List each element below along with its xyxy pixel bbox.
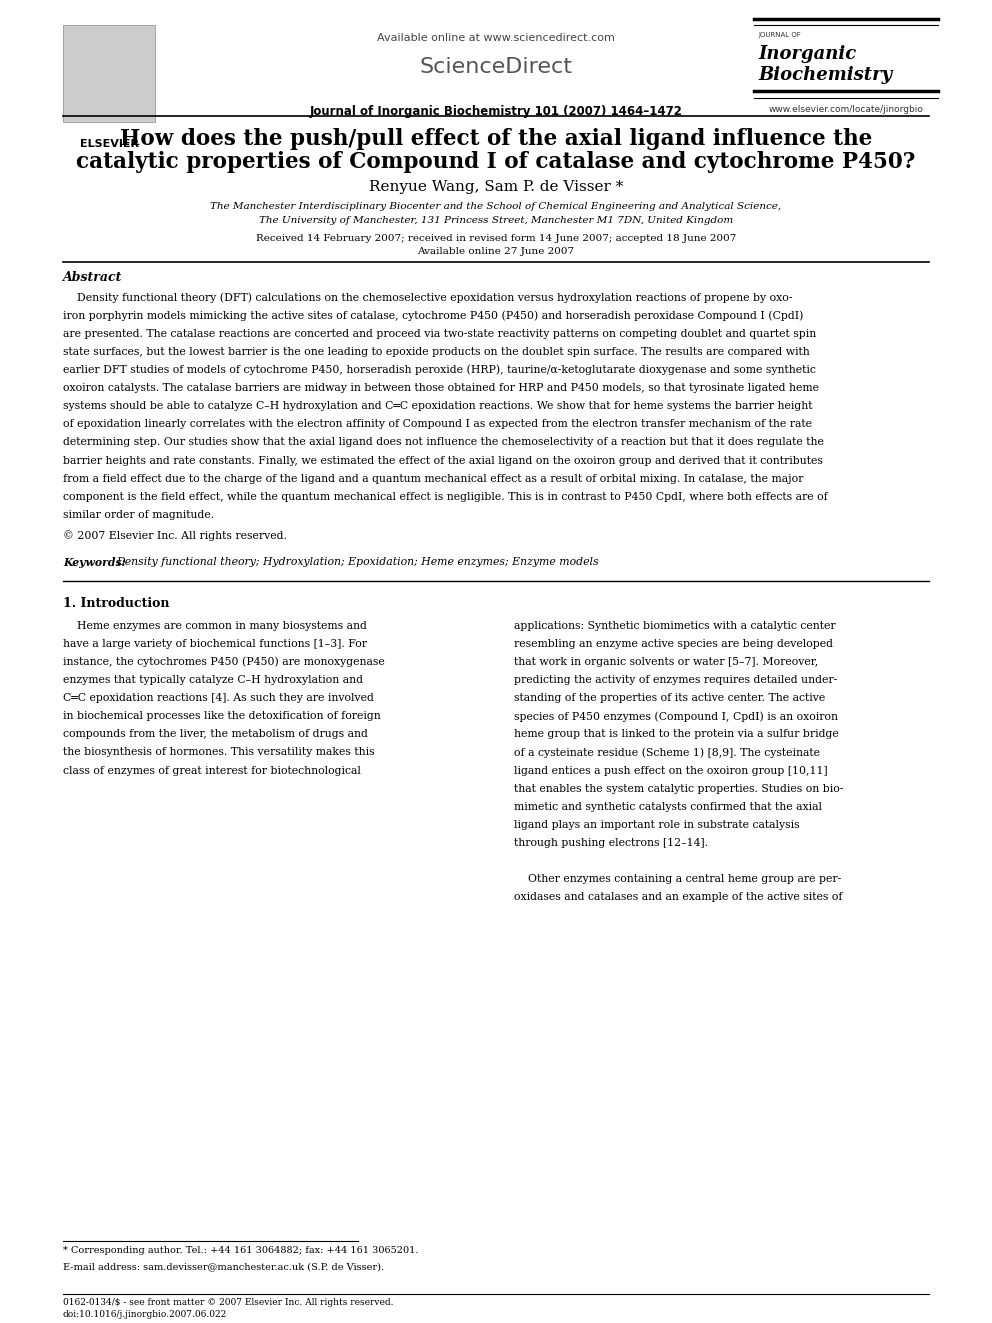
Text: earlier DFT studies of models of cytochrome P450, horseradish peroxide (HRP), ta: earlier DFT studies of models of cytochr… (62, 365, 815, 376)
Text: * Corresponding author. Tel.: +44 161 3064882; fax: +44 161 3065201.: * Corresponding author. Tel.: +44 161 30… (62, 1246, 419, 1256)
Text: ELSEVIER: ELSEVIER (79, 139, 139, 149)
Text: determining step. Our studies show that the axial ligand does not influence the : determining step. Our studies show that … (62, 438, 823, 447)
Text: Available online at www.sciencedirect.com: Available online at www.sciencedirect.co… (377, 33, 615, 44)
Text: mimetic and synthetic catalysts confirmed that the axial: mimetic and synthetic catalysts confirme… (515, 802, 822, 812)
Text: species of P450 enzymes (Compound I, CpdI) is an oxoiron: species of P450 enzymes (Compound I, Cpd… (515, 712, 838, 722)
Text: Renyue Wang, Sam P. de Visser *: Renyue Wang, Sam P. de Visser * (369, 180, 623, 194)
Text: ScienceDirect: ScienceDirect (420, 57, 572, 77)
Text: JOURNAL OF: JOURNAL OF (759, 32, 802, 38)
Text: catalytic properties of Compound I of catalase and cytochrome P450?: catalytic properties of Compound I of ca… (76, 151, 916, 173)
Text: the biosynthesis of hormones. This versatility makes this: the biosynthesis of hormones. This versa… (62, 747, 375, 758)
Text: in biochemical processes like the detoxification of foreign: in biochemical processes like the detoxi… (62, 712, 381, 721)
Text: that enables the system catalytic properties. Studies on bio-: that enables the system catalytic proper… (515, 783, 844, 794)
Text: state surfaces, but the lowest barrier is the one leading to epoxide products on: state surfaces, but the lowest barrier i… (62, 347, 809, 357)
Text: of a cysteinate residue (Scheme 1) [8,9]. The cysteinate: of a cysteinate residue (Scheme 1) [8,9]… (515, 747, 820, 758)
Text: Inorganic: Inorganic (759, 45, 857, 64)
Text: have a large variety of biochemical functions [1–3]. For: have a large variety of biochemical func… (62, 639, 367, 648)
Text: Available online 27 June 2007: Available online 27 June 2007 (418, 247, 574, 257)
Text: from a field effect due to the charge of the ligand and a quantum mechanical eff: from a field effect due to the charge of… (62, 474, 804, 484)
Text: systems should be able to catalyze C–H hydroxylation and C═C epoxidation reactio: systems should be able to catalyze C–H h… (62, 401, 812, 411)
Text: oxoiron catalysts. The catalase barriers are midway in between those obtained fo: oxoiron catalysts. The catalase barriers… (62, 384, 819, 393)
Text: Other enzymes containing a central heme group are per-: Other enzymes containing a central heme … (515, 875, 841, 884)
Text: resembling an enzyme active species are being developed: resembling an enzyme active species are … (515, 639, 833, 648)
Text: applications: Synthetic biomimetics with a catalytic center: applications: Synthetic biomimetics with… (515, 620, 836, 631)
Bar (62, 25, 155, 122)
Text: Keywords:: Keywords: (62, 557, 126, 568)
Text: © 2007 Elsevier Inc. All rights reserved.: © 2007 Elsevier Inc. All rights reserved… (62, 531, 287, 541)
Text: similar order of magnitude.: similar order of magnitude. (62, 509, 214, 520)
Text: ligand entices a push effect on the oxoiron group [10,11]: ligand entices a push effect on the oxoi… (515, 766, 828, 775)
Text: barrier heights and rate constants. Finally, we estimated the effect of the axia: barrier heights and rate constants. Fina… (62, 455, 822, 466)
Text: of epoxidation linearly correlates with the electron affinity of Compound I as e: of epoxidation linearly correlates with … (62, 419, 811, 429)
Text: oxidases and catalases and an example of the active sites of: oxidases and catalases and an example of… (515, 893, 843, 902)
Text: class of enzymes of great interest for biotechnological: class of enzymes of great interest for b… (62, 766, 361, 775)
Text: heme group that is linked to the protein via a sulfur bridge: heme group that is linked to the protein… (515, 729, 839, 740)
Text: instance, the cytochromes P450 (P450) are monoxygenase: instance, the cytochromes P450 (P450) ar… (62, 658, 385, 667)
Text: compounds from the liver, the metabolism of drugs and: compounds from the liver, the metabolism… (62, 729, 368, 740)
Text: 0162-0134/$ - see front matter © 2007 Elsevier Inc. All rights reserved.: 0162-0134/$ - see front matter © 2007 El… (62, 1298, 394, 1307)
Text: Biochemistry: Biochemistry (759, 66, 893, 85)
Text: Journal of Inorganic Biochemistry 101 (2007) 1464–1472: Journal of Inorganic Biochemistry 101 (2… (310, 105, 682, 118)
Text: E-mail address: sam.devisser@manchester.ac.uk (S.P. de Visser).: E-mail address: sam.devisser@manchester.… (62, 1262, 384, 1271)
Text: Received 14 February 2007; received in revised form 14 June 2007; accepted 18 Ju: Received 14 February 2007; received in r… (256, 234, 736, 243)
Text: enzymes that typically catalyze C–H hydroxylation and: enzymes that typically catalyze C–H hydr… (62, 675, 363, 685)
Text: Abstract: Abstract (62, 271, 122, 284)
Text: C═C epoxidation reactions [4]. As such they are involved: C═C epoxidation reactions [4]. As such t… (62, 693, 374, 703)
Text: ligand plays an important role in substrate catalysis: ligand plays an important role in substr… (515, 820, 801, 830)
Text: are presented. The catalase reactions are concerted and proceed via two-state re: are presented. The catalase reactions ar… (62, 328, 816, 339)
Text: that work in organic solvents or water [5–7]. Moreover,: that work in organic solvents or water [… (515, 658, 818, 667)
Text: predicting the activity of enzymes requires detailed under-: predicting the activity of enzymes requi… (515, 675, 837, 685)
Text: component is the field effect, while the quantum mechanical effect is negligible: component is the field effect, while the… (62, 492, 827, 501)
Text: Heme enzymes are common in many biosystems and: Heme enzymes are common in many biosyste… (62, 620, 367, 631)
Text: The University of Manchester, 131 Princess Street, Manchester M1 7DN, United Kin: The University of Manchester, 131 Prince… (259, 216, 733, 225)
Text: through pushing electrons [12–14].: through pushing electrons [12–14]. (515, 839, 708, 848)
Text: Density functional theory; Hydroxylation; Epoxidation; Heme enzymes; Enzyme mode: Density functional theory; Hydroxylation… (116, 557, 599, 568)
Text: Density functional theory (DFT) calculations on the chemoselective epoxidation v: Density functional theory (DFT) calculat… (62, 292, 793, 303)
Text: www.elsevier.com/locate/jinorgbio: www.elsevier.com/locate/jinorgbio (769, 105, 924, 114)
Text: doi:10.1016/j.jinorgbio.2007.06.022: doi:10.1016/j.jinorgbio.2007.06.022 (62, 1310, 227, 1319)
Text: 1. Introduction: 1. Introduction (62, 597, 170, 610)
Text: standing of the properties of its active center. The active: standing of the properties of its active… (515, 693, 825, 703)
Text: How does the push/pull effect of the axial ligand influence the: How does the push/pull effect of the axi… (120, 128, 872, 151)
Text: iron porphyrin models mimicking the active sites of catalase, cytochrome P450 (P: iron porphyrin models mimicking the acti… (62, 311, 804, 321)
Text: The Manchester Interdisciplinary Biocenter and the School of Chemical Engineerin: The Manchester Interdisciplinary Biocent… (210, 202, 782, 212)
